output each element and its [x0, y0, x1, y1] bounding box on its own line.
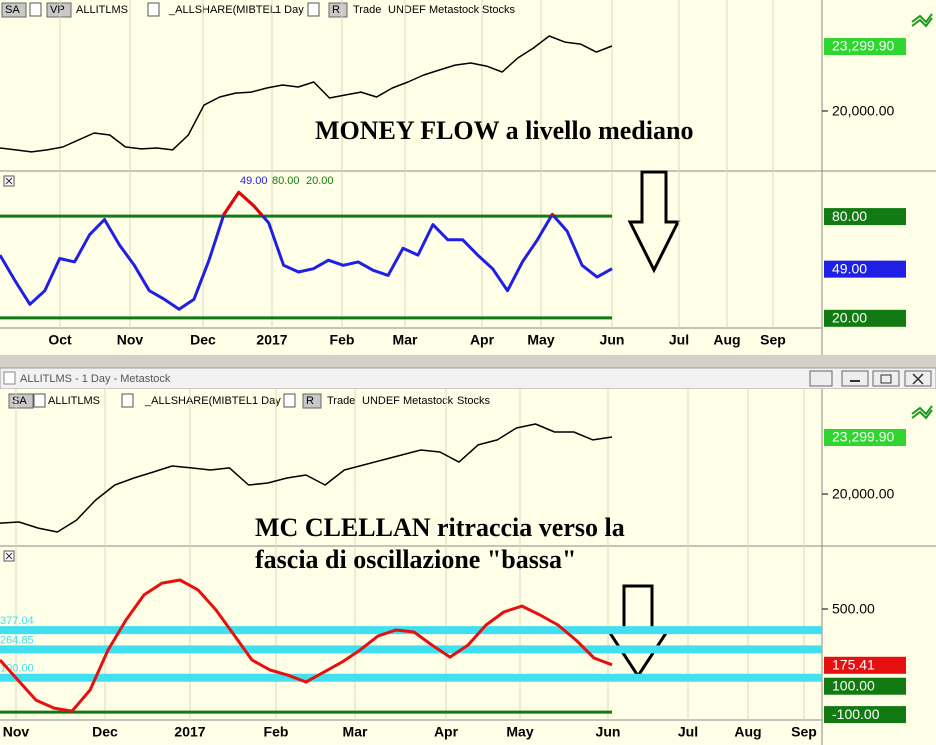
- window-icon: [3, 371, 16, 385]
- price-line: [0, 423, 613, 533]
- value-label: 80.00: [832, 208, 867, 224]
- value-label-box: [824, 429, 906, 447]
- x-tick-label: Jul: [669, 332, 689, 348]
- toolbar-button[interactable]: [1, 2, 27, 18]
- value-label: 100.00: [832, 677, 875, 693]
- value-label: 23,299.90: [832, 429, 894, 445]
- band: [0, 673, 822, 682]
- value-label-box: [824, 706, 906, 724]
- x-tick-label: Apr: [470, 332, 495, 348]
- x-tick-label: May: [527, 332, 554, 348]
- money-flow-line: [0, 190, 613, 311]
- band-label: 377.04: [0, 615, 34, 627]
- toolbar-label: Trade: [353, 4, 381, 16]
- toolbar-label: Metastock: [403, 395, 454, 407]
- toolbar-label: Stocks: [457, 395, 491, 407]
- value-label-box: [824, 260, 906, 278]
- x-tick-label: Aug: [713, 332, 740, 348]
- x-tick-label: Jun: [596, 724, 621, 740]
- x-tick-label: Feb: [264, 724, 289, 740]
- annotation: MC CLELLAN ritraccia verso la: [255, 513, 625, 542]
- minimize-button[interactable]: [841, 370, 869, 387]
- toolbar-label: ALLITLMS: [76, 4, 128, 16]
- dropdown[interactable]: [121, 393, 134, 408]
- top-window: [0, 0, 936, 355]
- down-arrow: [627, 170, 681, 274]
- bottom-window: [0, 389, 936, 745]
- x-tick-label: Feb: [330, 332, 355, 348]
- x-tick-label: Jun: [600, 332, 625, 348]
- x-tick-label: May: [506, 724, 533, 740]
- legend-value: 80.00: [272, 175, 300, 187]
- band-label: 264.85: [0, 634, 34, 646]
- band: [0, 645, 822, 654]
- trend-icon: [911, 405, 933, 420]
- window-controls[interactable]: [809, 370, 932, 387]
- dropdown[interactable]: [283, 393, 296, 408]
- dropdown[interactable]: [147, 2, 160, 17]
- toolbar-label: 1 Day: [252, 395, 281, 407]
- x-tick-label: Dec: [190, 332, 216, 348]
- value-label-box: [824, 38, 906, 56]
- x-tick-label: 2017: [256, 332, 287, 348]
- toolbar-label: Stocks: [482, 4, 516, 16]
- toolbar-button[interactable]: [302, 393, 322, 409]
- value-label: 20.00: [832, 310, 867, 326]
- price-line: [0, 35, 613, 153]
- value-label: 175.41: [832, 656, 875, 672]
- x-tick-label: Sep: [760, 332, 786, 348]
- x-tick-label: Dec: [92, 724, 118, 740]
- restore-icon[interactable]: [809, 370, 833, 387]
- toolbar-label: R: [332, 4, 340, 16]
- legend-value: 49.00: [240, 175, 268, 187]
- toolbar-label: UNDEF: [388, 4, 426, 16]
- x-tick-label: Jul: [678, 724, 698, 740]
- value-label-box: [824, 208, 906, 226]
- y-tick-label: 20,000.00: [832, 103, 894, 119]
- x-tick-label: Sep: [791, 724, 817, 740]
- window-title: ALLITLMS - 1 Day - Metastock: [20, 373, 171, 385]
- toolbar-label: _ALLSHARE(MIBTEL: [168, 4, 276, 16]
- x-tick-label: Nov: [3, 724, 30, 740]
- toolbar-button[interactable]: [8, 393, 34, 409]
- x-tick-label: Mar: [343, 724, 368, 740]
- dropdown[interactable]: [307, 2, 320, 17]
- value-label-box: [824, 656, 906, 674]
- toolbar-button[interactable]: [46, 2, 72, 18]
- y-tick-label: 20,000.00: [832, 486, 894, 502]
- x-tick-label: Oct: [48, 332, 72, 348]
- toolbar-label: UNDEF: [362, 395, 400, 407]
- toolbar-label: R: [306, 395, 314, 407]
- trend-icon: [911, 13, 933, 28]
- y-tick-label: 500.00: [832, 601, 875, 617]
- legend-value: 20.00: [306, 175, 334, 187]
- toolbar-label: ALLITLMS: [48, 395, 100, 407]
- toolbar-label: Metastock: [429, 4, 480, 16]
- toolbar-label: 1 Day: [275, 4, 304, 16]
- value-label: 23,299.90: [832, 38, 894, 54]
- value-label: 49.00: [832, 260, 867, 276]
- x-tick-label: Apr: [434, 724, 459, 740]
- x-tick-label: 2017: [174, 724, 205, 740]
- mcclellan-line: [0, 578, 613, 713]
- toolbar-label: SA: [5, 4, 20, 16]
- toolbar-label: VP: [50, 4, 65, 16]
- dropdown[interactable]: [29, 2, 42, 17]
- window-gap: [0, 355, 936, 368]
- toolbar-label: _ALLSHARE(MIBTEL: [144, 395, 252, 407]
- band: [0, 626, 822, 635]
- toolbar-label: Trade: [327, 395, 355, 407]
- value-label: -100.00: [832, 706, 880, 722]
- toolbar-label: SA: [12, 395, 27, 407]
- dropdown[interactable]: [33, 393, 46, 408]
- x-tick-label: Nov: [117, 332, 144, 348]
- annotation: fascia di oscillazione "bassa": [255, 545, 576, 574]
- value-label-box: [824, 309, 906, 327]
- value-label-box: [824, 677, 906, 695]
- x-tick-label: Aug: [734, 724, 761, 740]
- x-tick-label: Mar: [393, 332, 418, 348]
- maximize-button[interactable]: [872, 370, 900, 387]
- annotation: MONEY FLOW a livello mediano: [315, 116, 693, 145]
